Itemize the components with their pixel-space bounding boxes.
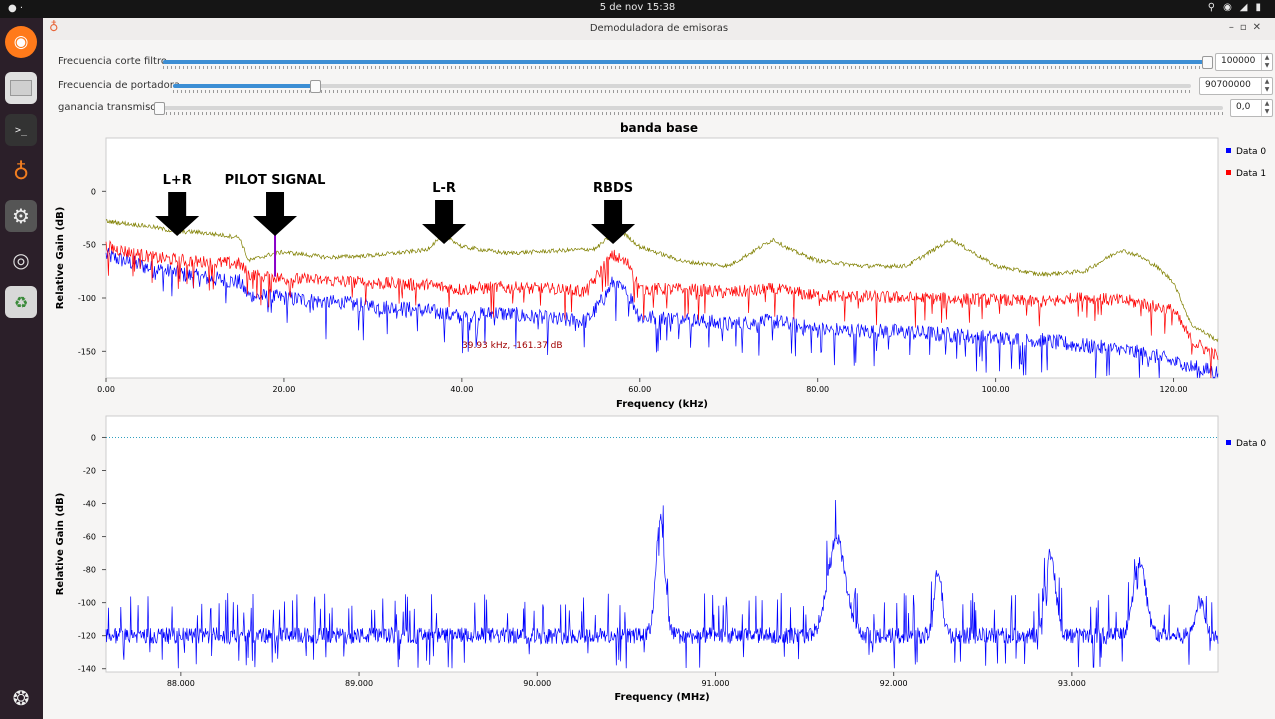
x-tick-label: 0.00 — [97, 385, 115, 394]
carrier-frequency-label: Frecuencia de portadora — [58, 80, 180, 91]
window-title: Demoduladora de emisoras — [589, 23, 729, 34]
annotation-pilot-signal: PILOT SIGNAL — [225, 173, 326, 236]
gnuradio-app-icon: ♁ — [49, 20, 59, 35]
annotation-label: L-R — [432, 181, 456, 196]
system-tray[interactable]: ⚲◉◢▮ — [1207, 2, 1269, 13]
terminal-icon[interactable]: >_ — [5, 114, 37, 146]
settings-icon[interactable]: ⚙ — [5, 200, 37, 232]
maximize-icon[interactable]: ▫ — [1239, 22, 1253, 33]
disc-icon[interactable]: ◎ — [12, 248, 30, 272]
spin-arrows-icon[interactable]: ▲ ▼ — [1261, 100, 1272, 116]
dock: ◉ >_ ♁ ⚙ ◎ ♻ ❂ — [0, 18, 43, 719]
minimize-icon[interactable]: – — [1228, 22, 1240, 33]
y-tick-label: -150 — [78, 347, 96, 356]
y-tick-label: -120 — [78, 632, 96, 641]
x-tick-label: 60.00 — [628, 385, 651, 394]
y-tick-label: -20 — [83, 467, 96, 476]
firefox-icon[interactable]: ◉ — [5, 26, 37, 58]
transmitter-gain-label: ganancia transmisor — [58, 102, 161, 113]
workspace-indicator[interactable]: ● · — [8, 3, 24, 14]
plot1-title: banda base — [619, 121, 699, 135]
carrier-frequency-spinbox[interactable]: 90700000 ▲ ▼ — [1199, 77, 1273, 95]
y-tick-label: -40 — [83, 500, 96, 509]
annotation-l-r: L-R — [422, 181, 467, 244]
window-titlebar: ♁ Demoduladora de emisoras –▫✕ — [43, 18, 1275, 40]
trace-data0 — [105, 247, 1219, 379]
app-window: ♁ Demoduladora de emisoras –▫✕ Frecuenci… — [43, 18, 1275, 719]
legend-data0-swatch — [1226, 148, 1231, 153]
carrier-frequency-row: Frecuencia de portadora 90700000 ▲ ▼ — [43, 76, 1275, 96]
plot1-xlabel: Frequency (kHz) — [616, 399, 708, 410]
annotation-label: RBDS — [593, 181, 633, 196]
trash-icon[interactable]: ♻ — [5, 286, 37, 318]
x-tick-label: 90.000 — [523, 679, 551, 688]
x-tick-label: 89.000 — [345, 679, 373, 688]
transmitter-gain-row: ganancia transmisor 0,0 ▲ ▼ — [43, 98, 1275, 118]
cursor-readout: 39.93 kHz, -161.37 dB — [462, 341, 563, 351]
annotation-label: L+R — [163, 173, 192, 188]
legend-data1-swatch — [1226, 170, 1231, 175]
system-clock[interactable]: 5 de nov 15:38 — [599, 2, 676, 13]
y-tick-label: -100 — [78, 599, 96, 608]
x-tick-label: 40.00 — [450, 385, 473, 394]
legend-data0-label[interactable]: Data 0 — [1236, 439, 1266, 449]
carrier-frequency-slider[interactable] — [173, 80, 1191, 93]
x-tick-label: 20.00 — [272, 385, 295, 394]
annotation-rbds: RBDS — [591, 181, 636, 244]
transmitter-gain-slider[interactable] — [154, 102, 1223, 115]
rf-spectrum-plot[interactable]: 0 -20 -40 -60 -80 -100 -120 -140 88.000 89.000 90… — [43, 414, 1275, 714]
legend-data1-label[interactable]: Data 1 — [1236, 169, 1266, 179]
y-tick-label: -140 — [78, 665, 96, 674]
cutoff-frequency-slider[interactable] — [163, 56, 1213, 69]
files-icon[interactable] — [5, 72, 37, 104]
spin-arrows-icon[interactable]: ▲ ▼ — [1261, 78, 1272, 94]
show-apps-icon[interactable]: ❂ — [12, 686, 30, 710]
cutoff-frequency-label: Frecuencia corte filtro — [58, 56, 167, 67]
slider-handle[interactable] — [310, 80, 321, 93]
x-tick-label: 92.000 — [880, 679, 908, 688]
cutoff-frequency-spinbox[interactable]: 100000 ▲ ▼ — [1215, 53, 1273, 71]
plot2-ylabel: Relative Gain (dB) — [55, 493, 66, 596]
plot1-ylabel: Relative Gain (dB) — [55, 207, 66, 310]
arrow-down-icon — [253, 192, 298, 236]
trace-data0 — [105, 499, 1219, 669]
trace-data1 — [105, 239, 1219, 379]
slider-handle[interactable] — [1202, 56, 1213, 69]
gnuradio-icon[interactable]: ♁ — [12, 159, 30, 185]
legend-data0-swatch — [1226, 440, 1231, 445]
window-controls[interactable]: –▫✕ — [1229, 22, 1267, 33]
y-tick-label: 0 — [91, 433, 96, 442]
plot1-canvas — [105, 137, 1219, 379]
spin-arrows-icon[interactable]: ▲ ▼ — [1261, 54, 1272, 70]
x-tick-label: 120.00 — [1160, 385, 1188, 394]
y-tick-label: 0 — [91, 187, 96, 196]
arrow-down-icon — [591, 200, 636, 244]
trace-average — [105, 218, 1219, 343]
baseband-spectrum-plot[interactable]: 0 -50 -100 -150 0.00 20.00 40.00 60.00 80.00 100… — [43, 136, 1275, 416]
x-tick-label: 93.000 — [1058, 679, 1086, 688]
cutoff-frequency-row: Frecuencia corte filtro 100000 ▲ ▼ — [43, 52, 1275, 72]
x-tick-label: 80.00 — [806, 385, 829, 394]
annotation-l-r: L+R — [155, 173, 200, 236]
arrow-down-icon — [422, 200, 467, 244]
system-top-bar: ● · 5 de nov 15:38 ⚲◉◢▮ — [0, 0, 1275, 18]
y-tick-label: -60 — [83, 533, 96, 542]
y-tick-label: -100 — [78, 294, 96, 303]
plot2-xlabel: Frequency (MHz) — [614, 692, 709, 703]
x-tick-label: 100.00 — [982, 385, 1010, 394]
legend-data0-label[interactable]: Data 0 — [1236, 147, 1266, 157]
transmitter-gain-spinbox[interactable]: 0,0 ▲ ▼ — [1230, 99, 1273, 117]
annotation-label: PILOT SIGNAL — [225, 173, 326, 188]
slider-handle[interactable] — [154, 102, 165, 115]
arrow-down-icon — [155, 192, 200, 236]
y-tick-label: -80 — [83, 566, 96, 575]
x-tick-label: 88.000 — [167, 679, 195, 688]
y-tick-label: -50 — [83, 241, 96, 250]
x-tick-label: 91.000 — [701, 679, 729, 688]
close-icon[interactable]: ✕ — [1252, 22, 1267, 33]
